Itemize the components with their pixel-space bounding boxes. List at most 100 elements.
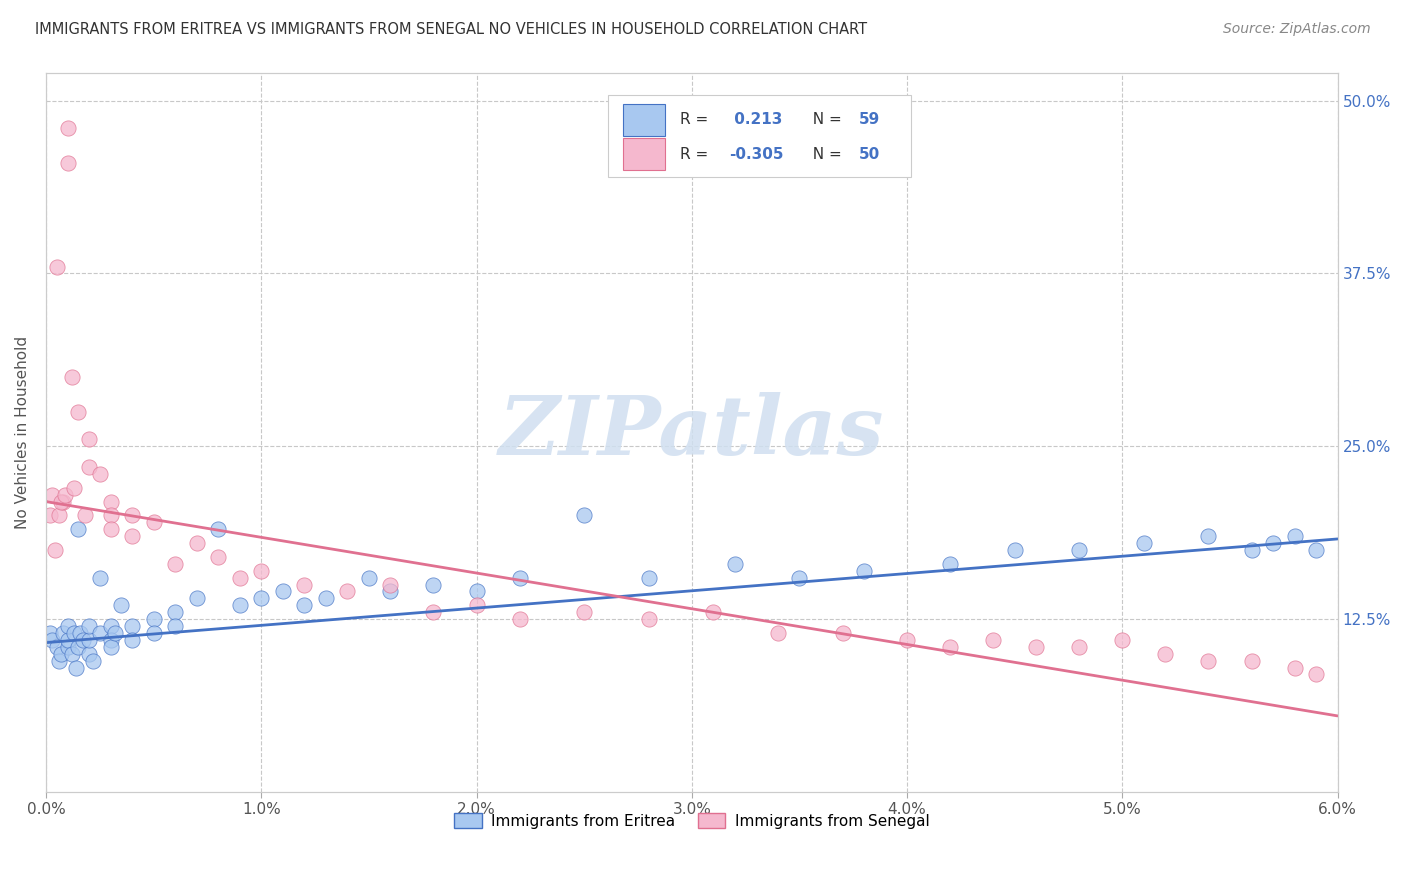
Point [637,612,659,626]
Point [104,626,127,640]
Point [121,508,143,523]
Point [89,626,111,640]
Point [165,605,187,619]
Point [56,632,79,647]
Point [142,516,165,530]
Point [271,584,294,599]
Bar [623,138,665,170]
Point [1004,543,1026,558]
Point [52,626,75,640]
Point [1240,543,1263,558]
Point [1198,529,1220,543]
Point [100,619,122,633]
Point [939,557,962,571]
Point [465,584,488,599]
Point [509,571,531,585]
Point [724,557,747,571]
Point [981,632,1004,647]
Text: N =: N = [803,112,846,128]
Text: 59: 59 [859,112,880,128]
Point [67,405,90,419]
Point [100,632,122,647]
Point [250,591,273,606]
Point [89,571,111,585]
Point [39,508,62,523]
Point [49,647,72,661]
Point [121,632,143,647]
Point [63,626,86,640]
Point [77,619,100,633]
Point [48,654,70,668]
Point [292,577,315,591]
Point [853,564,876,578]
Point [207,522,229,536]
Point [77,433,100,447]
Legend: Immigrants from Eritrea, Immigrants from Senegal: Immigrants from Eritrea, Immigrants from… [449,806,935,835]
Point [1305,667,1327,681]
Point [1198,654,1220,668]
Point [60,647,83,661]
Point [1025,640,1047,654]
Point [1111,632,1133,647]
Point [67,640,90,654]
Point [357,571,380,585]
FancyBboxPatch shape [607,95,911,178]
Point [207,549,229,564]
Point [1261,536,1284,550]
Point [77,632,100,647]
Point [56,121,79,136]
Point [60,370,83,384]
Point [77,460,100,475]
Point [56,619,79,633]
Point [292,599,315,613]
Point [121,619,143,633]
Point [1240,654,1263,668]
Point [41,632,63,647]
Point [82,654,104,668]
Point [100,640,122,654]
Y-axis label: No Vehicles in Household: No Vehicles in Household [15,336,30,529]
Point [45,260,67,274]
Point [186,591,208,606]
Point [49,494,72,508]
Point [44,543,66,558]
Point [53,488,76,502]
Point [100,522,122,536]
Point [228,599,250,613]
Point [73,508,96,523]
Point [1154,647,1177,661]
Text: R =: R = [681,146,713,161]
Point [702,605,724,619]
Point [250,564,273,578]
Bar [623,103,665,136]
Point [56,640,79,654]
Point [465,599,488,613]
Point [1284,529,1306,543]
Point [939,640,962,654]
Point [789,571,811,585]
Point [1133,536,1156,550]
Point [121,529,143,543]
Point [142,612,165,626]
Point [56,156,79,170]
Point [165,619,187,633]
Point [1305,543,1327,558]
Point [72,632,94,647]
Point [315,591,337,606]
Point [509,612,531,626]
Point [572,508,595,523]
Text: 50: 50 [859,146,880,161]
Point [39,626,62,640]
Text: ZIPatlas: ZIPatlas [499,392,884,473]
Point [1069,640,1091,654]
Point [228,571,250,585]
Text: -0.305: -0.305 [730,146,783,161]
Point [637,571,659,585]
Point [65,660,87,674]
Point [52,494,75,508]
Text: N =: N = [803,146,846,161]
Point [110,599,132,613]
Text: IMMIGRANTS FROM ERITREA VS IMMIGRANTS FROM SENEGAL NO VEHICLES IN HOUSEHOLD CORR: IMMIGRANTS FROM ERITREA VS IMMIGRANTS FR… [35,22,868,37]
Point [45,640,67,654]
Text: Source: ZipAtlas.com: Source: ZipAtlas.com [1223,22,1371,37]
